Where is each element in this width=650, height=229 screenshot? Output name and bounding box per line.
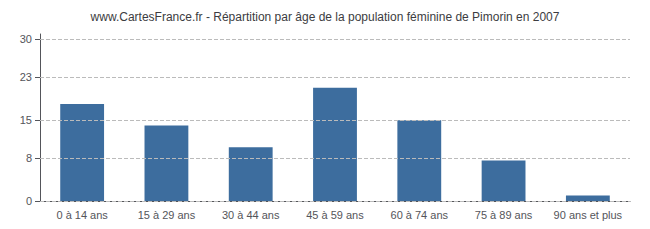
svg-text:90 ans et plus: 90 ans et plus — [554, 209, 623, 221]
svg-text:0: 0 — [26, 195, 32, 207]
svg-text:23: 23 — [20, 71, 32, 83]
svg-text:75 à 89 ans: 75 à 89 ans — [475, 209, 533, 221]
svg-text:15 à 29 ans: 15 à 29 ans — [138, 209, 196, 221]
svg-text:0 à 14 ans: 0 à 14 ans — [56, 209, 108, 221]
svg-text:15: 15 — [20, 114, 32, 126]
svg-text:60 à 74 ans: 60 à 74 ans — [391, 209, 449, 221]
svg-text:30: 30 — [20, 33, 32, 45]
svg-text:30 à 44 ans: 30 à 44 ans — [222, 209, 280, 221]
svg-text:45 à 59 ans: 45 à 59 ans — [306, 209, 364, 221]
svg-text:www.CartesFrance.fr - Répartit: www.CartesFrance.fr - Répartition par âg… — [90, 10, 560, 24]
svg-text:8: 8 — [26, 152, 32, 164]
